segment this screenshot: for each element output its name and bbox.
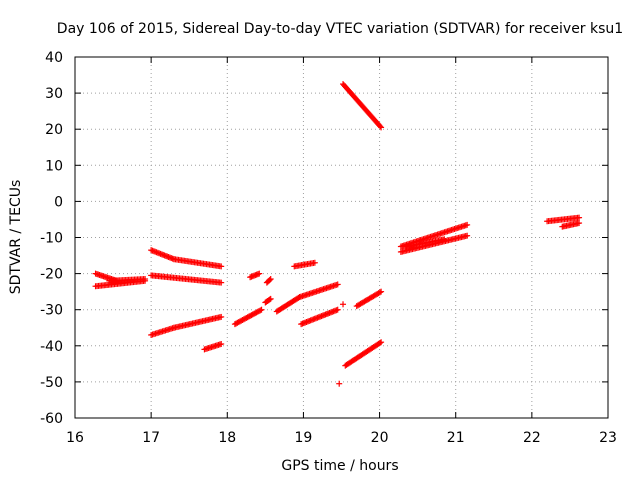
x-tick-label: 17 xyxy=(142,430,160,446)
data-track xyxy=(273,294,303,315)
data-track xyxy=(247,270,263,281)
y-tick-label: 10 xyxy=(45,158,63,174)
x-axis-label: GPS time / hours xyxy=(281,458,398,474)
y-axis-label: SDTVAR / TECUs xyxy=(8,180,24,295)
data-track xyxy=(353,288,385,310)
data-track xyxy=(296,281,341,301)
data-track xyxy=(148,272,225,286)
data-track xyxy=(231,306,265,328)
data-track xyxy=(342,339,385,369)
data-track xyxy=(544,214,583,225)
y-tick-label: -10 xyxy=(40,231,63,247)
data-track xyxy=(298,306,341,328)
y-tick-label: 20 xyxy=(45,122,63,138)
data-track xyxy=(559,220,583,230)
data-point xyxy=(340,301,347,308)
y-tick-label: 0 xyxy=(54,194,63,210)
data-track xyxy=(170,256,225,270)
y-tick-label: -30 xyxy=(40,303,63,319)
data-track xyxy=(106,276,149,284)
data-marks xyxy=(92,81,583,387)
chart-title: Day 106 of 2015, Sidereal Day-to-day VTE… xyxy=(57,21,623,37)
x-tick-label: 19 xyxy=(295,430,313,446)
x-tick-label: 20 xyxy=(371,430,389,446)
data-track xyxy=(148,247,177,263)
y-tick-label: -20 xyxy=(40,267,63,283)
data-track xyxy=(340,81,385,131)
y-tick-label: -40 xyxy=(40,339,63,355)
y-tick-label: -50 xyxy=(40,375,63,391)
data-track xyxy=(201,340,225,353)
x-tick-label: 18 xyxy=(218,430,236,446)
x-tick-label: 23 xyxy=(599,430,617,446)
data-track xyxy=(170,313,225,331)
data-point xyxy=(336,380,343,387)
data-track xyxy=(262,295,274,306)
y-tick-label: 30 xyxy=(45,86,63,102)
x-tick-label: 22 xyxy=(523,430,541,446)
y-tick-label: -60 xyxy=(40,411,63,427)
axis-ticks: 16 17 18 19 20 21 22 23 40 30 20 10 0 -10 -20 -30 -40 -50… xyxy=(40,50,617,446)
y-tick-label: 40 xyxy=(45,50,63,66)
data-track xyxy=(291,259,318,270)
x-tick-label: 16 xyxy=(66,430,84,446)
x-tick-label: 21 xyxy=(447,430,465,446)
data-track xyxy=(263,276,274,286)
data-track xyxy=(148,324,177,338)
data-track xyxy=(403,236,448,250)
